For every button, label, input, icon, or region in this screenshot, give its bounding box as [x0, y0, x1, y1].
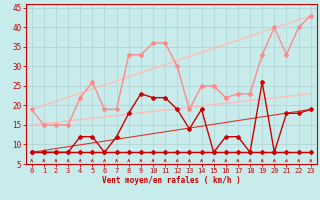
X-axis label: Vent moyen/en rafales ( km/h ): Vent moyen/en rafales ( km/h ) [102, 176, 241, 185]
